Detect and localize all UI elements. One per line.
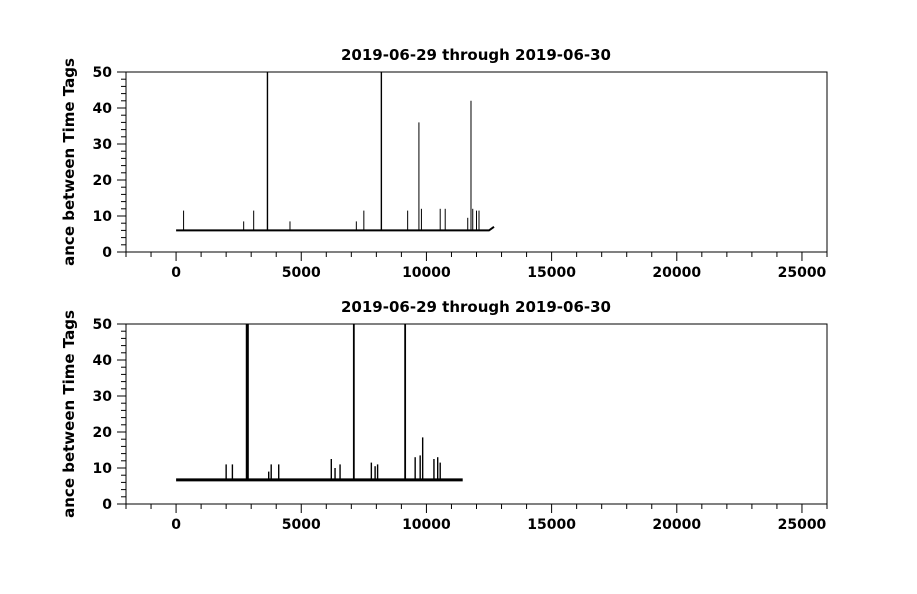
top-plot-x-tick-label: 20000 (652, 265, 701, 281)
top-plot-y-axis-label: ance between Time Tags (60, 58, 78, 266)
bottom-plot-title: 2019-06-29 through 2019-06-30 (341, 298, 611, 316)
bottom-plot-y-tick-label: 40 (93, 353, 113, 369)
bottom-plot-x-tick-label: 20000 (652, 517, 701, 533)
bottom-plot-y-tick-label: 20 (93, 425, 113, 441)
bottom-plot-x-tick-label: 0 (171, 517, 181, 533)
top-plot-y-tick-label: 0 (102, 245, 112, 261)
bottom-plot-x-tick-label: 25000 (778, 517, 827, 533)
bottom-plot-y-axis-label: ance between Time Tags (60, 310, 78, 518)
top-plot-y-tick-label: 30 (93, 137, 113, 153)
bottom-plot-panel: 2019-06-29 through 2019-06-30 ance betwe… (60, 298, 828, 533)
top-plot-x-tick-label: 15000 (527, 265, 576, 281)
bottom-plot-axes: 0 5000 10000 15000 20000 25000 0 10 20 30 40 50 (93, 317, 828, 533)
bottom-plot-x-tick-label: 5000 (282, 517, 321, 533)
bottom-plot-y-tick-label: 50 (93, 317, 113, 333)
top-plot-y-tick-label: 50 (93, 65, 113, 81)
top-plot-x-tick-label: 5000 (282, 265, 321, 281)
bottom-plot-y-tick-label: 10 (93, 461, 113, 477)
top-plot-x-tick-label: 10000 (402, 265, 451, 281)
bottom-plot-frame (125, 323, 828, 505)
top-plot-series (176, 72, 495, 232)
top-plot-title: 2019-06-29 through 2019-06-30 (341, 46, 611, 64)
top-plot-axes: 0 5000 10000 15000 20000 25000 0 10 20 30 40 50 (93, 65, 828, 281)
top-plot-y-tick-label: 40 (93, 101, 113, 117)
top-plot-x-tick-label: 0 (171, 265, 181, 281)
top-plot-y-tick-label: 10 (93, 209, 113, 225)
bottom-plot-x-tick-label: 10000 (402, 517, 451, 533)
bottom-plot-y-tick-label: 30 (93, 389, 113, 405)
bottom-plot-x-tick-label: 15000 (527, 517, 576, 533)
top-plot-panel: 2019-06-29 through 2019-06-30 ance betwe… (60, 46, 828, 281)
top-plot-baseline-trace (176, 225, 495, 232)
bottom-plot-series (176, 324, 463, 482)
top-plot-x-tick-label: 25000 (778, 265, 827, 281)
bottom-plot-y-tick-label: 0 (102, 497, 112, 513)
top-plot-y-tick-label: 20 (93, 173, 113, 189)
